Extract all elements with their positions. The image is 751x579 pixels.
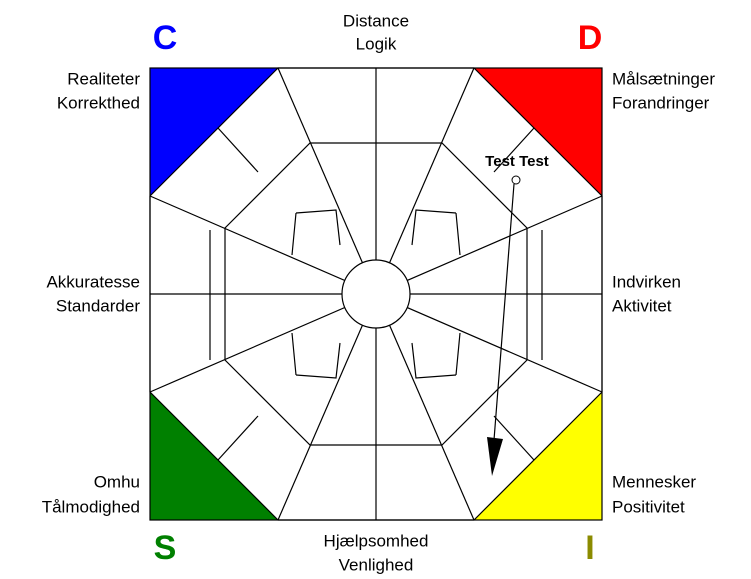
label: Positivitet <box>612 497 685 516</box>
marker-point <box>511 175 521 185</box>
marker-arrowhead <box>487 437 503 476</box>
label: Distance <box>343 11 409 30</box>
label: Standarder <box>56 296 140 315</box>
label: Mennesker <box>612 472 696 491</box>
label: Hjælpsomhed <box>324 531 429 550</box>
label: Indvirken <box>612 272 681 291</box>
label: Forandringer <box>612 93 710 112</box>
label: Akkuratesse <box>46 272 140 291</box>
letter-d: D <box>578 19 603 57</box>
label: Realiteter <box>67 69 140 88</box>
label: Aktivitet <box>612 296 672 315</box>
letter-i: I <box>585 529 594 567</box>
label: Venlighed <box>339 555 414 574</box>
label: Logik <box>356 34 397 53</box>
label: Tålmodighed <box>42 497 140 516</box>
letter-s: S <box>154 529 177 567</box>
grid <box>149 67 603 521</box>
marker-arrow <box>493 183 515 441</box>
marker-label: Test Test <box>485 153 549 170</box>
label: Korrekthed <box>57 93 140 112</box>
label: Målsætninger <box>612 69 715 88</box>
letter-c: C <box>153 19 178 57</box>
label: Omhu <box>94 472 140 491</box>
